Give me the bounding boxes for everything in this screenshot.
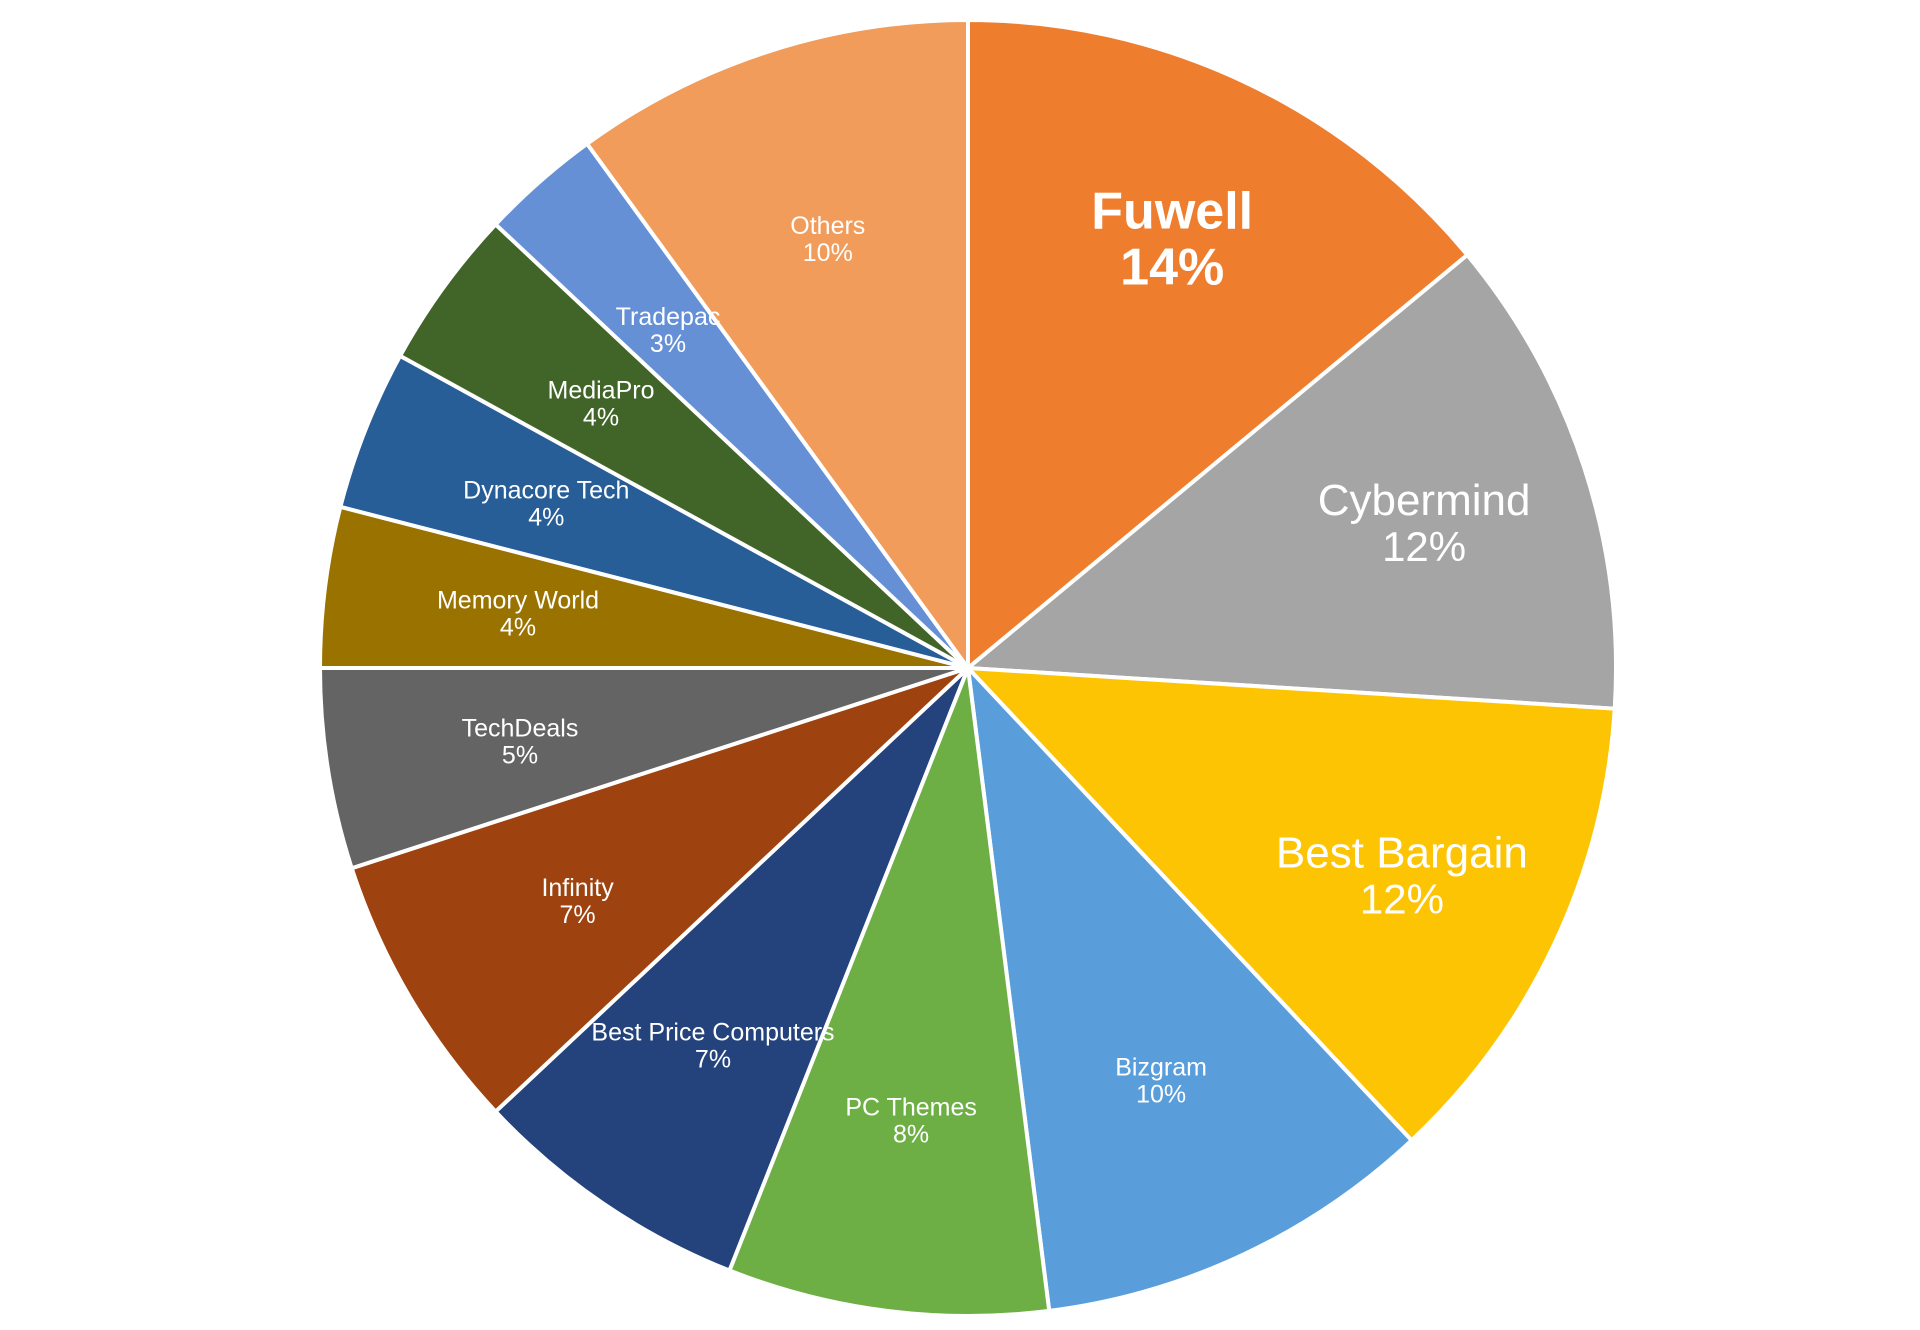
- slice-label-others: Others: [790, 212, 865, 240]
- slice-percent-mediapro: 4%: [583, 404, 619, 432]
- pie-slice-cybermind: [966, 252, 1618, 711]
- slice-percent-others: 10%: [803, 239, 853, 267]
- slice-percent-best-price-computers: 7%: [695, 1046, 731, 1074]
- slice-label-best-bargain: Best Bargain: [1276, 829, 1528, 878]
- slice-percent-techdeals: 5%: [502, 741, 538, 769]
- slice-label-best-price-computers: Best Price Computers: [591, 1019, 834, 1047]
- pie-slice-best-bargain: [966, 666, 1617, 1143]
- pie-slice-fuwell: [966, 18, 1470, 670]
- slice-label-infinity: Infinity: [541, 874, 614, 902]
- slice-label-dynacore-tech: Dynacore Tech: [463, 476, 629, 504]
- slice-label-cybermind: Cybermind: [1318, 476, 1531, 525]
- slice-percent-bizgram: 10%: [1136, 1081, 1186, 1109]
- slices-layer: [318, 18, 1618, 1319]
- pie-slice-bizgram: [966, 666, 1414, 1313]
- pie-slice-infinity: [349, 666, 970, 1114]
- slice-percent-cybermind: 12%: [1382, 523, 1466, 570]
- slice-percent-best-bargain: 12%: [1360, 876, 1444, 923]
- slice-percent-tradepac: 3%: [650, 330, 686, 358]
- pie-slice-others: [585, 18, 970, 670]
- slice-label-memory-world: Memory World: [437, 586, 599, 614]
- slice-percent-fuwell: 14%: [1120, 239, 1224, 297]
- slice-label-pc-themes: PC Themes: [845, 1093, 977, 1121]
- slice-percent-memory-world: 4%: [500, 613, 536, 641]
- slice-label-bizgram: Bizgram: [1115, 1054, 1207, 1082]
- pie-slice-techdeals: [318, 666, 970, 871]
- slice-percent-dynacore-tech: 4%: [528, 503, 564, 531]
- slice-label-fuwell: Fuwell: [1091, 183, 1253, 241]
- pie-slice-best-price-computers: [493, 666, 970, 1273]
- slice-percent-pc-themes: 8%: [893, 1120, 929, 1148]
- slice-label-techdeals: TechDeals: [462, 714, 579, 742]
- slice-label-mediapro: MediaPro: [548, 377, 655, 405]
- slice-percent-infinity: 7%: [560, 901, 596, 929]
- slice-label-tradepac: Tradepac: [616, 303, 721, 331]
- pie-slice-pc-themes: [727, 666, 1052, 1319]
